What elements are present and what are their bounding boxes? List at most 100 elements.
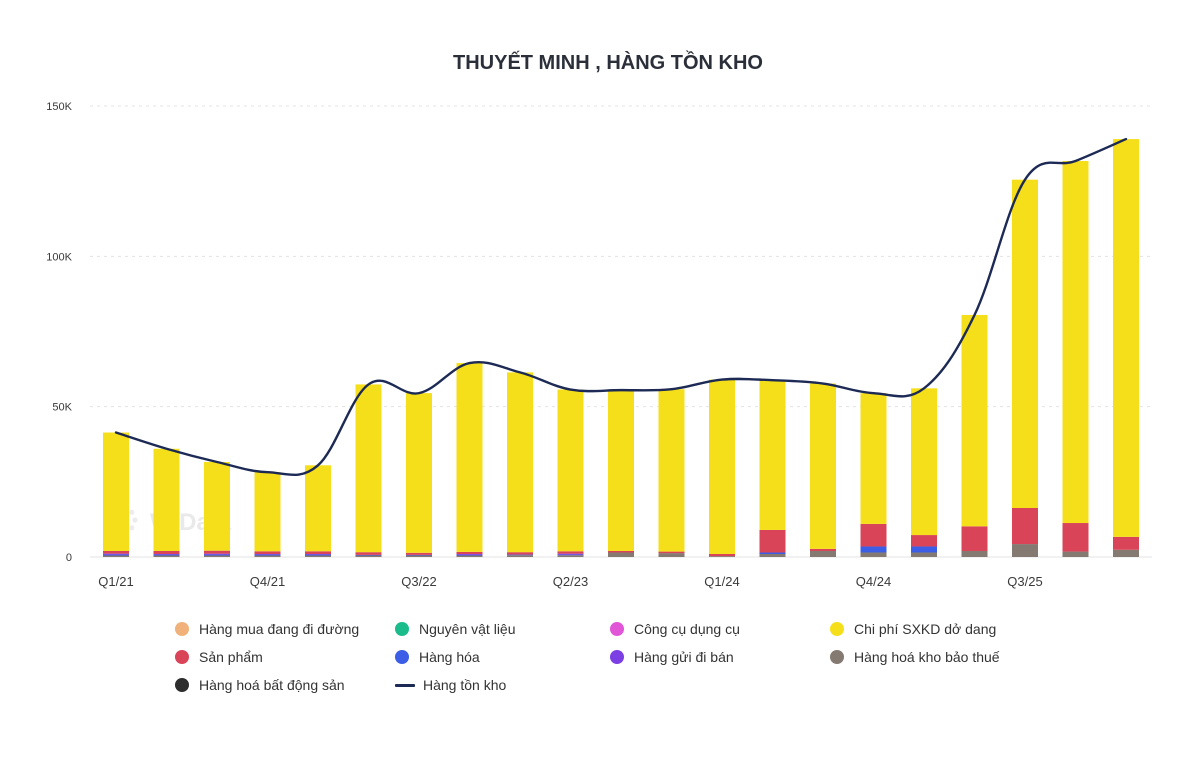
- bar-segment: [759, 380, 786, 530]
- bar-segment: [507, 554, 533, 556]
- stacked-bars: [103, 139, 1139, 557]
- bar-stack: [153, 448, 180, 557]
- legend-dot-icon: [610, 622, 624, 636]
- bar-segment: [456, 363, 483, 552]
- bar-segment: [254, 551, 281, 554]
- bar-segment: [355, 554, 382, 556]
- bar-stack: [759, 380, 786, 557]
- bar-stack: [658, 389, 685, 557]
- x-axis-ticks: Q1/21 Q4/21 Q3/22 Q2/23 Q1/24 Q4/24 Q3/25: [98, 574, 1042, 589]
- bar-segment: [254, 555, 281, 557]
- bar-segment: [860, 546, 887, 553]
- bar-stack: [507, 372, 533, 557]
- bar-segment: [204, 550, 230, 554]
- bar-segment: [961, 526, 988, 551]
- legend-dot-icon: [830, 622, 844, 636]
- legend-item[interactable]: Chi phí SXKD dở dang: [830, 618, 996, 640]
- bar-stack: [305, 465, 331, 557]
- bar-segment: [1062, 161, 1089, 524]
- bar-segment: [557, 551, 584, 554]
- bar-stack: [961, 314, 988, 557]
- bar-stack: [456, 363, 483, 557]
- inventory-chart: THUYẾT MINH , HÀNG TỒN KHO WiData 050K10…: [46, 50, 1152, 589]
- legend-dot-icon: [610, 650, 624, 664]
- legend-item[interactable]: Sản phẩm: [175, 646, 263, 668]
- legend-item[interactable]: Hàng mua đang đi đường: [175, 618, 359, 640]
- bar-stack: [103, 432, 129, 557]
- bar-segment: [254, 472, 281, 552]
- x-tick-label: Q1/21: [98, 574, 133, 589]
- bar-segment: [153, 550, 180, 554]
- bar-stack: [1062, 161, 1089, 557]
- bar-segment: [456, 555, 483, 557]
- bar-segment: [103, 550, 129, 554]
- bar-segment: [961, 550, 988, 557]
- bar-segment: [305, 465, 331, 552]
- legend-dot-icon: [395, 650, 409, 664]
- legend-label: Chi phí SXKD dở dang: [854, 621, 997, 637]
- bar-stack: [911, 388, 937, 557]
- bar-segment: [153, 554, 180, 556]
- bar-segment: [305, 553, 331, 555]
- bar-segment: [860, 393, 887, 524]
- x-tick-label: Q3/25: [1007, 574, 1042, 589]
- legend-line-icon: [395, 683, 415, 687]
- legend-label: Hàng tồn kho: [423, 677, 507, 693]
- bar-segment: [507, 372, 533, 553]
- x-tick-label: Q4/21: [250, 574, 285, 589]
- chart-title: THUYẾT MINH , HÀNG TỒN KHO: [453, 50, 763, 74]
- legend-dot-icon: [830, 650, 844, 664]
- bar-segment: [355, 555, 382, 557]
- bar-stack: [204, 461, 230, 557]
- bar-segment: [254, 554, 281, 556]
- watermark-dot: [132, 517, 138, 523]
- bar-segment: [810, 550, 836, 557]
- bar-segment: [406, 552, 432, 555]
- y-tick-label: 50K: [52, 402, 72, 414]
- legend-dot-icon: [395, 622, 409, 636]
- legend-item[interactable]: Nguyên vật liệu: [395, 618, 516, 640]
- x-tick-label: Q2/23: [553, 574, 588, 589]
- y-tick-label: 150K: [46, 101, 72, 113]
- bar-segment: [709, 553, 735, 557]
- legend-item[interactable]: Hàng gửi đi bán: [610, 646, 734, 668]
- watermark-dot: [129, 525, 135, 531]
- legend-label: Hàng hoá kho bảo thuế: [854, 649, 1000, 665]
- bar-segment: [1012, 544, 1038, 557]
- bar-stack: [860, 393, 887, 557]
- legend-item[interactable]: Hàng hoá kho bảo thuế: [830, 646, 1000, 668]
- legend-item[interactable]: Hàng tồn kho: [395, 674, 506, 696]
- bar-segment: [103, 553, 129, 555]
- legend-label: Hàng hoá bất động sản: [199, 677, 345, 693]
- bar-segment: [456, 553, 483, 555]
- bar-segment: [204, 555, 230, 557]
- bar-segment: [810, 383, 836, 549]
- legend-dot-icon: [175, 650, 189, 664]
- bar-segment: [153, 553, 180, 555]
- legend-item[interactable]: Công cụ dụng cụ: [610, 618, 740, 640]
- bar-segment: [204, 461, 230, 551]
- bar-stack: [254, 472, 281, 557]
- legend-item[interactable]: Hàng hoá bất động sản: [175, 674, 345, 696]
- legend-label: Hàng hóa: [419, 649, 480, 665]
- legend-label: Hàng gửi đi bán: [634, 649, 734, 665]
- bar-segment: [1062, 551, 1089, 557]
- bar-segment: [456, 551, 483, 554]
- bar-segment: [608, 552, 634, 557]
- bar-segment: [557, 553, 584, 555]
- bar-stack: [1113, 139, 1139, 557]
- bar-stack: [557, 389, 584, 557]
- bar-segment: [305, 551, 331, 554]
- bar-stack: [1012, 179, 1038, 557]
- bar-stack: [709, 379, 735, 557]
- legend-item[interactable]: Hàng hóa: [395, 646, 480, 668]
- bar-segment: [507, 552, 533, 555]
- bar-segment: [456, 554, 483, 556]
- bar-segment: [911, 546, 937, 553]
- legend-dot-icon: [175, 622, 189, 636]
- bar-segment: [1113, 536, 1139, 550]
- legend-dot-icon: [175, 678, 189, 692]
- x-tick-label: Q3/22: [401, 574, 436, 589]
- y-tick-label: 0: [66, 552, 72, 564]
- bar-segment: [153, 448, 180, 551]
